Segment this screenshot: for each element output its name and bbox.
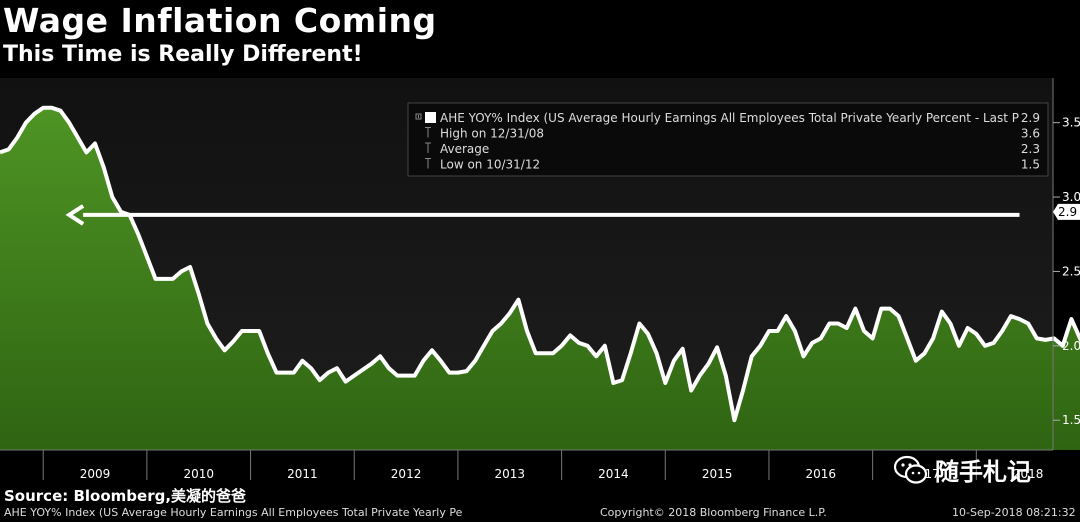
x-tick-label: 2013 <box>494 467 525 481</box>
y-tick-label: 3.5 <box>1062 116 1080 130</box>
legend-label: Average <box>440 142 489 156</box>
y-tick-label: 2.0 <box>1062 339 1080 353</box>
legend-label: High on 12/31/08 <box>440 127 544 141</box>
footer-timestamp: 10-Sep-2018 08:21:32 <box>952 506 1076 519</box>
legend-value: 2.3 <box>1021 142 1040 156</box>
footer-copyright: Copyright© 2018 Bloomberg Finance L.P. <box>600 506 827 519</box>
legend-value: 3.6 <box>1021 127 1040 141</box>
data-area <box>0 107 1080 450</box>
x-tick-label: 2016 <box>806 467 837 481</box>
footer-index-name: AHE YOY% Index (US Average Hourly Earnin… <box>4 506 463 519</box>
legend-swatch <box>425 112 436 123</box>
wechat-icon <box>893 455 928 484</box>
last-value-flag <box>1053 203 1080 220</box>
legend-box <box>407 102 1049 177</box>
watermark: 随手札记 <box>893 452 1031 487</box>
data-line <box>0 105 1080 423</box>
x-tick-label: 2015 <box>702 467 733 481</box>
source-label: Source: Bloomberg,美凝的爸爸 <box>4 487 247 505</box>
legend-value: 2.9 <box>1021 111 1040 125</box>
arrow-head <box>65 204 85 226</box>
collapse-icon <box>415 113 422 120</box>
x-tick-label: 2018 <box>1013 467 1044 481</box>
y-tick-label: 3.0 <box>1062 190 1080 204</box>
x-tick-label: 2014 <box>598 467 629 481</box>
x-tick-label: 2011 <box>287 467 318 481</box>
legend-value: 1.5 <box>1021 158 1040 172</box>
watermark-text: 随手札记 <box>935 458 1031 486</box>
legend-label: Low on 10/31/12 <box>440 158 540 172</box>
annotation-arrow <box>65 204 1020 226</box>
y-tick-label: 2.5 <box>1062 264 1080 278</box>
y-tick-label: 1.5 <box>1062 413 1080 427</box>
chart-subtitle: This Time is Really Different! <box>3 42 363 67</box>
chart-title: Wage Inflation Coming <box>3 1 437 40</box>
x-tick-label: 2010 <box>183 467 214 481</box>
legend-label: AHE YOY% Index (US Average Hourly Earnin… <box>440 111 1019 125</box>
x-tick-label: 2012 <box>391 467 422 481</box>
last-value-label: 2.9 <box>1058 205 1077 219</box>
x-axis-bar <box>0 450 1053 483</box>
x-tick-label: 2009 <box>80 467 111 481</box>
legend: AHE YOY% Index (US Average Hourly Earnin… <box>407 102 1049 177</box>
